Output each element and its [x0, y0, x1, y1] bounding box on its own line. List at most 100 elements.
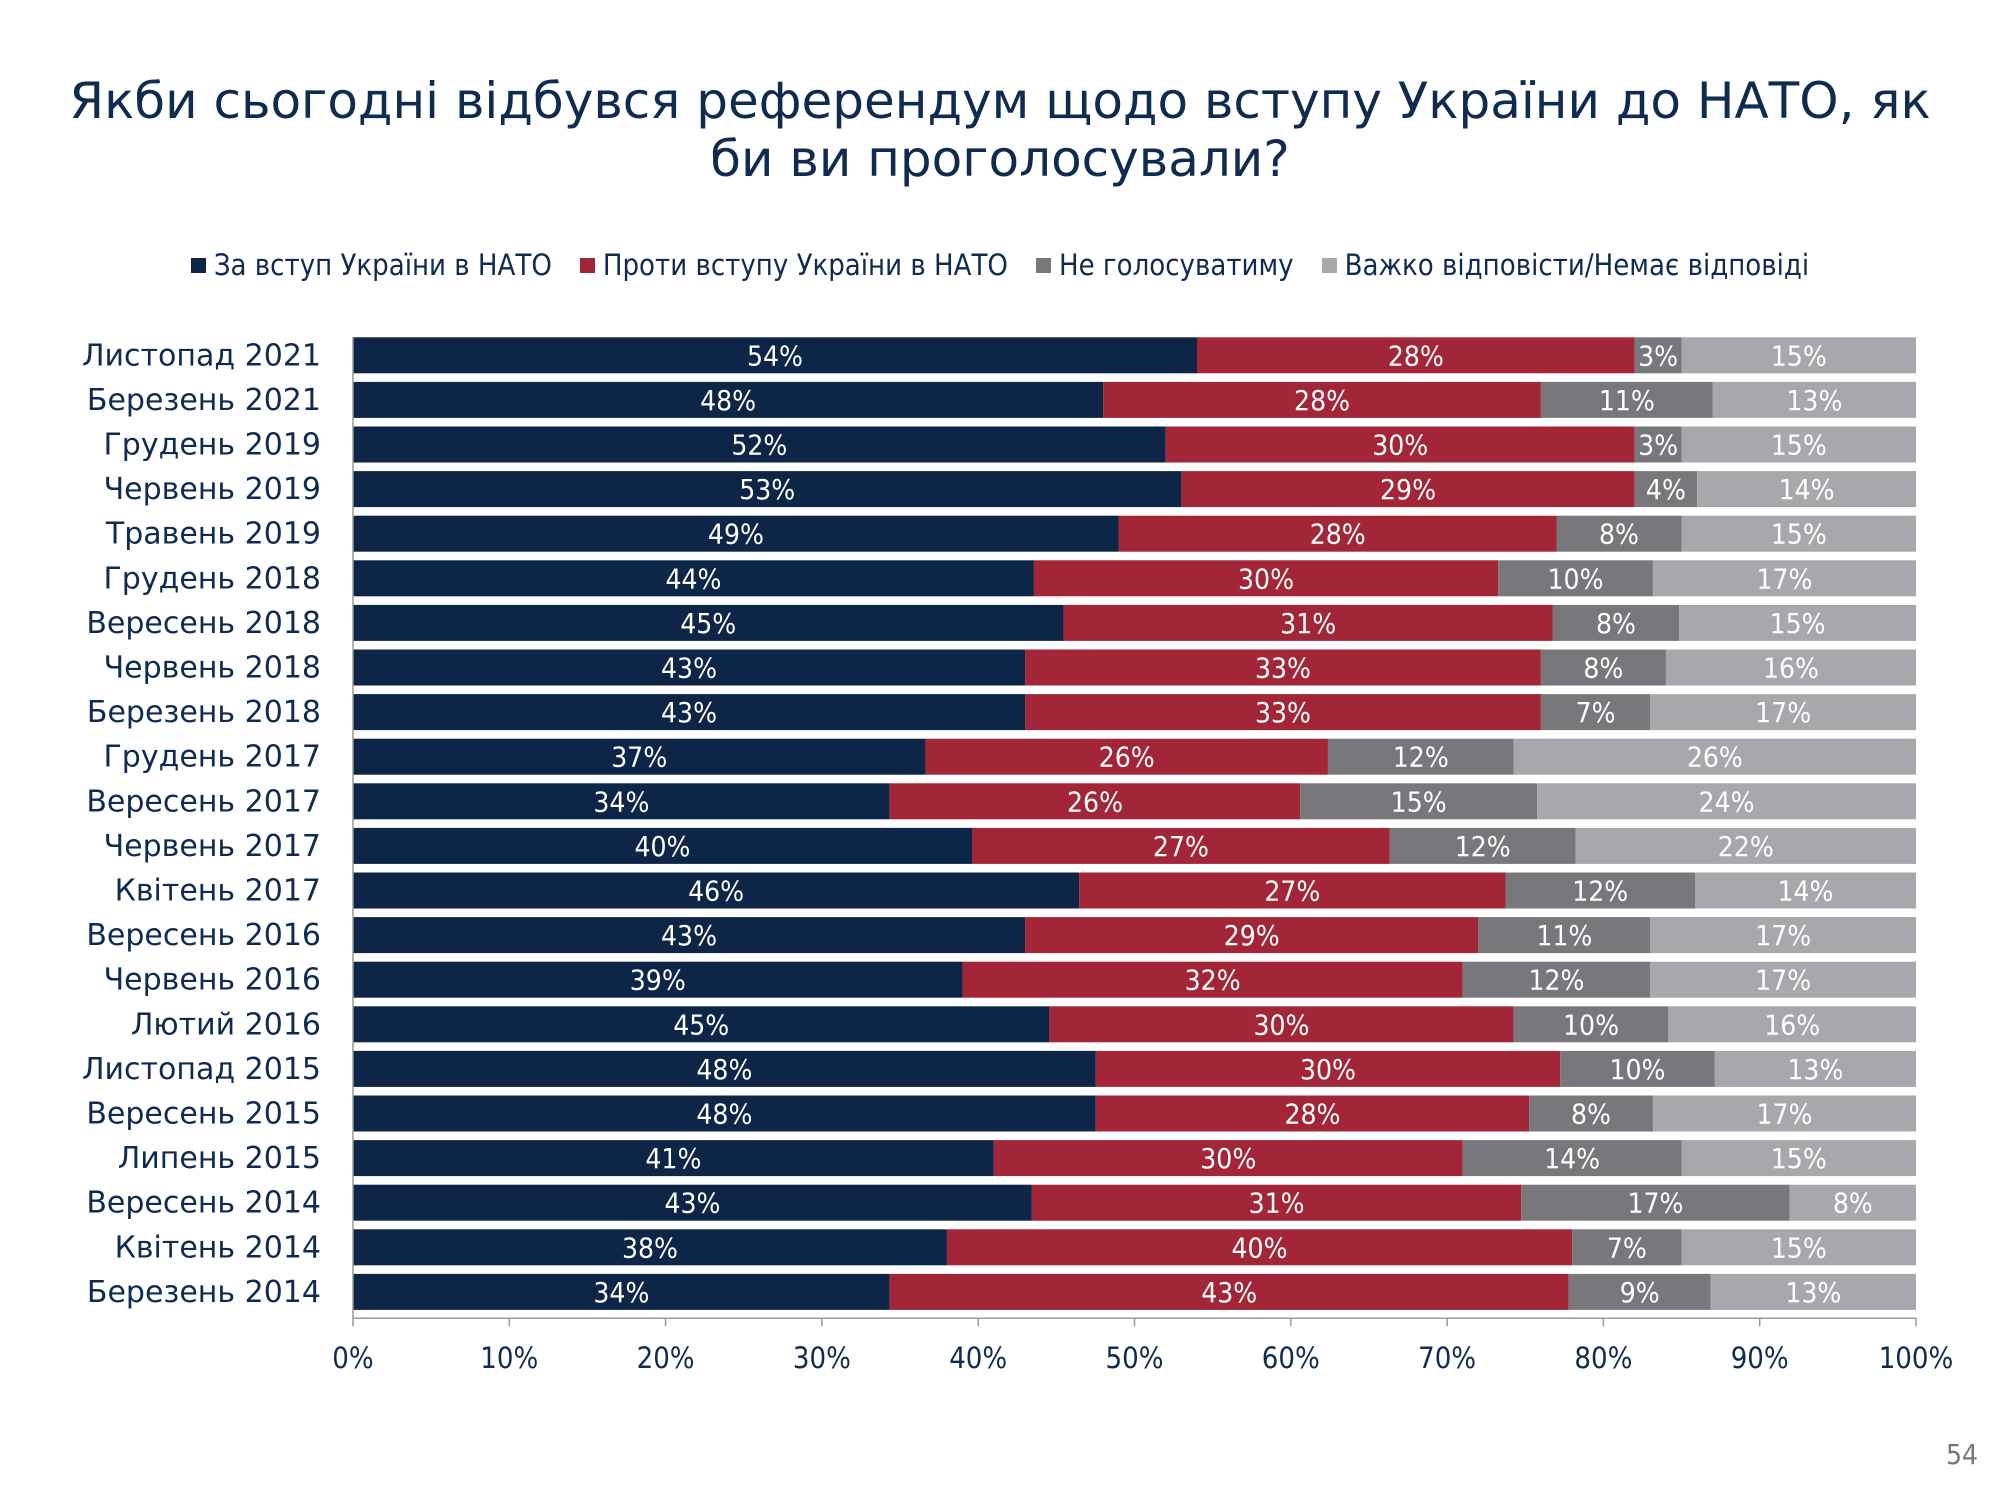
bar-segment — [1650, 694, 1916, 731]
bar-segment — [1710, 1273, 1916, 1310]
data-label: 33% — [1255, 652, 1311, 685]
bar-segment — [1665, 649, 1916, 686]
bar-segment — [1697, 471, 1916, 508]
x-tick-label: 50% — [1106, 1341, 1164, 1375]
bar-segment — [1679, 604, 1916, 641]
data-label: 27% — [1264, 875, 1320, 908]
data-label: 7% — [1607, 1231, 1647, 1264]
data-label: 45% — [680, 607, 736, 640]
category-label: Червень 2017 — [104, 829, 321, 864]
bar-segment — [353, 1229, 947, 1266]
bar-segment — [353, 1095, 1096, 1132]
bar-segment — [353, 471, 1182, 508]
category-label: Вересень 2018 — [86, 606, 321, 641]
bar-segment — [962, 961, 1463, 998]
category-label: Грудень 2018 — [104, 561, 321, 596]
bar-segment — [1025, 694, 1541, 731]
bar-segment — [1540, 694, 1651, 731]
data-label: 52% — [731, 429, 787, 462]
data-label: 30% — [1200, 1142, 1256, 1175]
bar-segment — [1681, 1229, 1916, 1266]
data-label: 43% — [661, 696, 717, 729]
legend-label: Важко відповісти/Немає відповіді — [1344, 248, 1810, 282]
data-label: 32% — [1185, 964, 1241, 997]
bar-segment — [1462, 961, 1651, 998]
data-label: 29% — [1380, 473, 1436, 506]
category-label: Грудень 2017 — [104, 740, 321, 775]
bar-segment — [1556, 515, 1682, 552]
data-label: 27% — [1153, 830, 1209, 863]
data-label: 30% — [1238, 562, 1294, 595]
bar-segment — [353, 917, 1026, 954]
data-label: 48% — [700, 384, 756, 417]
legend-swatch — [190, 257, 206, 273]
bar-segment — [1031, 1184, 1522, 1221]
data-label: 16% — [1764, 1008, 1820, 1041]
data-label: 11% — [1599, 384, 1655, 417]
bar-segment — [1118, 515, 1557, 552]
bar-segment — [1025, 649, 1541, 686]
data-label: 8% — [1583, 652, 1623, 685]
title-line-1: Якби сьогодні відбувся референдум щодо в… — [69, 72, 1931, 130]
bar-segment — [1681, 426, 1916, 463]
bar-segment — [993, 1140, 1463, 1177]
data-label: 11% — [1536, 919, 1592, 952]
bar-segment — [1789, 1184, 1916, 1221]
data-label: 17% — [1755, 696, 1811, 729]
bar-segment — [1478, 917, 1651, 954]
data-label: 43% — [664, 1187, 720, 1220]
bar-segment — [1537, 783, 1916, 820]
data-label: 15% — [1391, 785, 1447, 818]
bar-segment — [946, 1229, 1573, 1266]
bar-segment — [889, 783, 1301, 820]
legend-item: За вступ України в НАТО — [190, 248, 552, 282]
category-label: Вересень 2015 — [86, 1097, 321, 1132]
bar-segment — [1498, 560, 1653, 597]
bar-segment — [925, 738, 1328, 775]
page-number: 54 — [1945, 1438, 1978, 1471]
data-label: 31% — [1249, 1187, 1305, 1220]
bar-segment — [1572, 1229, 1682, 1266]
bar-segment — [1552, 604, 1680, 641]
legend-swatch — [1321, 257, 1337, 273]
bar-segment — [1714, 1050, 1916, 1087]
data-label: 15% — [1770, 607, 1826, 640]
data-label: 12% — [1529, 964, 1585, 997]
category-label: Червень 2019 — [104, 472, 321, 507]
data-label: 15% — [1771, 518, 1827, 551]
bar-segment — [353, 738, 926, 775]
data-label: 37% — [611, 741, 667, 774]
category-label: Липень 2015 — [118, 1141, 321, 1176]
bar-segment — [1634, 337, 1682, 374]
bar-segment — [353, 827, 973, 864]
bar-segment — [1063, 604, 1553, 641]
bar-segment — [353, 961, 963, 998]
bar-segment — [1025, 917, 1479, 954]
category-label: Червень 2018 — [104, 651, 321, 686]
bar-segment — [1652, 560, 1916, 597]
data-label: 8% — [1571, 1098, 1611, 1131]
bar-segment — [1033, 560, 1499, 597]
data-label: 40% — [635, 830, 691, 863]
data-label: 24% — [1699, 785, 1755, 818]
data-label: 43% — [661, 919, 717, 952]
bar-segment — [1634, 471, 1698, 508]
data-label: 17% — [1628, 1187, 1684, 1220]
data-label: 34% — [593, 1276, 649, 1309]
data-label: 10% — [1563, 1008, 1619, 1041]
bar-segment — [1513, 738, 1916, 775]
data-label: 17% — [1755, 919, 1811, 952]
bar-segment — [353, 1184, 1032, 1221]
bar-segment — [1681, 1140, 1916, 1177]
bar-segment — [1652, 1095, 1916, 1132]
x-tick-label: 10% — [480, 1341, 538, 1375]
legend-label: За вступ України в НАТО — [213, 248, 552, 282]
bar-segment — [1575, 827, 1916, 864]
data-label: 48% — [696, 1053, 752, 1086]
data-label: 8% — [1599, 518, 1639, 551]
bar-segment — [1650, 917, 1916, 954]
data-label: 28% — [1310, 518, 1366, 551]
data-label: 9% — [1620, 1276, 1660, 1309]
category-label: Березень 2021 — [87, 383, 321, 418]
bar-segment — [353, 1006, 1050, 1043]
